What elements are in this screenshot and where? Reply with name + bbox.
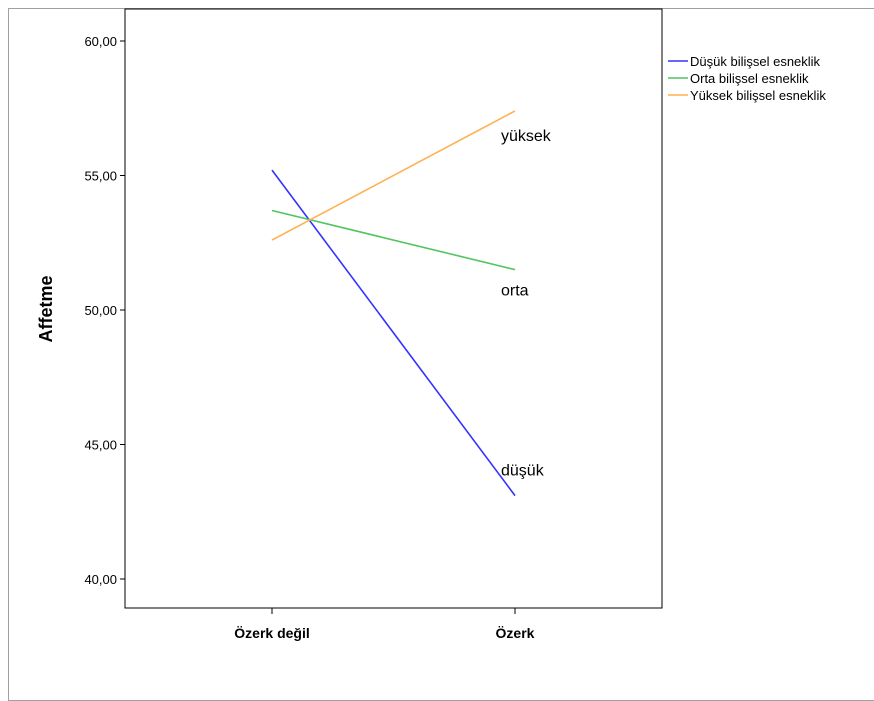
legend-label: Düşük bilişsel esneklik [690, 54, 821, 69]
series-line-0 [271, 169, 516, 497]
legend-label: Orta bilişsel esneklik [690, 71, 809, 86]
y-tick-label: 50,00 [84, 303, 117, 318]
legend: Düşük bilişsel esneklik Orta bilişsel esn… [668, 54, 826, 103]
y-axis-title: Affetme [36, 275, 56, 342]
annotations: yüksek orta düşük [501, 128, 552, 480]
y-axis: 40,00 45,00 50,00 55,00 60,00 [84, 34, 125, 587]
y-tick-label: 45,00 [84, 438, 117, 453]
x-tick-label: Özerk [496, 625, 535, 641]
y-tick-label: 40,00 [84, 572, 117, 587]
plot-area [124, 8, 663, 609]
annotation-label: yüksek [501, 128, 552, 145]
legend-label: Yüksek bilişsel esneklik [690, 88, 826, 103]
x-tick-label: Özerk değil [234, 625, 309, 641]
series-line-2 [271, 110, 516, 241]
y-tick-label: 55,00 [84, 169, 117, 184]
annotation-label: orta [501, 283, 529, 300]
y-tick-label: 60,00 [84, 34, 117, 49]
annotation-label: düşük [501, 463, 545, 480]
series-line-1 [271, 209, 516, 271]
series-lines [271, 110, 516, 497]
x-axis: Özerk değil Özerk [234, 608, 535, 641]
